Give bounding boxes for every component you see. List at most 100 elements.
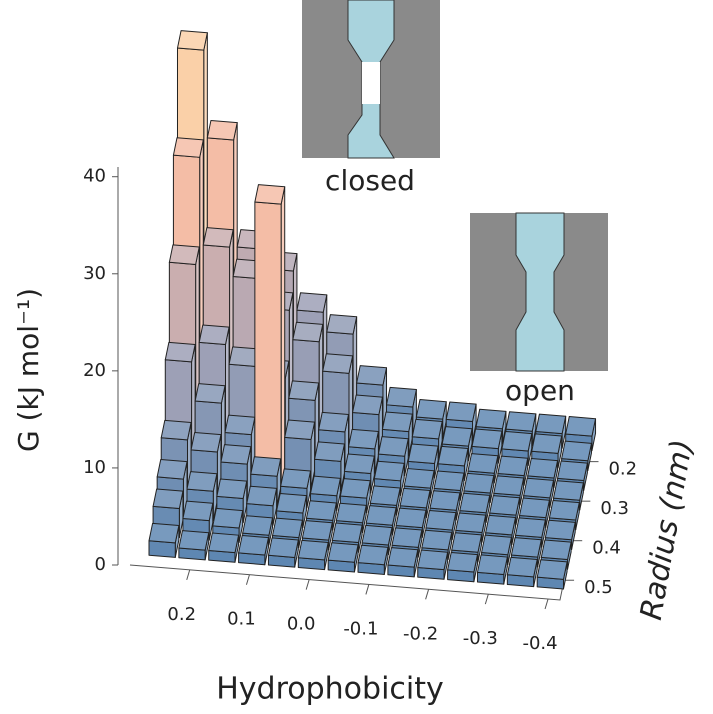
x-tick [365, 584, 370, 595]
bar-face [310, 475, 341, 497]
bar-face [501, 430, 533, 452]
bar [238, 534, 269, 566]
bar [357, 544, 389, 575]
bar-face [475, 408, 507, 430]
bar-face [326, 314, 358, 335]
bar-face [352, 394, 383, 416]
bar-face [429, 490, 461, 511]
bar-face [485, 514, 516, 536]
bar-face [164, 341, 196, 363]
bar-face [156, 459, 188, 480]
bar-face [441, 426, 473, 447]
bar-face [425, 510, 457, 531]
bar-face [493, 475, 525, 496]
bar-face [301, 520, 333, 541]
bar-face [267, 537, 299, 558]
bar [267, 537, 299, 568]
bar-face [489, 495, 521, 516]
bar-face [535, 413, 567, 435]
bar-face [407, 443, 439, 464]
bar-face [381, 411, 413, 433]
bar-face [314, 441, 345, 462]
bar-face [318, 411, 350, 433]
x-tick-label: 0.2 [167, 604, 196, 625]
x-tick [245, 574, 250, 585]
bar-face [327, 542, 359, 563]
bar-face [540, 539, 572, 561]
bar-face [297, 539, 329, 561]
bar-face [172, 137, 204, 158]
x-tick [484, 594, 489, 605]
bar-face [395, 507, 427, 529]
bar-face [190, 431, 222, 453]
z-tick-label: 40 [83, 166, 106, 187]
bar [297, 539, 329, 571]
bar-face [212, 507, 244, 529]
bar-face [505, 411, 537, 432]
bar-face [557, 460, 588, 481]
bar-face [176, 30, 208, 51]
bar-face [459, 492, 491, 514]
bar-face [148, 540, 176, 558]
bar-face [561, 440, 592, 462]
bar-face [246, 485, 278, 507]
bar-face [238, 534, 269, 556]
bar [327, 542, 359, 573]
bar-face [386, 386, 417, 408]
bar-face [322, 353, 354, 374]
bar-face [548, 499, 580, 521]
bar-face [471, 428, 503, 450]
bar-face [182, 500, 214, 522]
bar [447, 551, 478, 583]
y-tick-label: 0.5 [584, 577, 613, 598]
bar-face [206, 119, 238, 141]
bar-face [514, 517, 546, 538]
bar-face [292, 321, 324, 343]
bar-face [417, 549, 449, 571]
bar-face [377, 436, 409, 457]
bar-face [497, 455, 529, 477]
x-tick-label: -0.2 [403, 623, 438, 644]
x-tick [544, 598, 549, 610]
bar-face [254, 201, 282, 487]
bar-face [335, 502, 367, 524]
bar-face [224, 414, 256, 436]
inset-closed [302, 0, 440, 159]
y-tick-label: 0.2 [608, 459, 637, 480]
bar-face [250, 456, 282, 477]
annotation: closed [325, 164, 415, 197]
bar-face [467, 453, 499, 474]
bar-face [421, 529, 453, 551]
bar-face [455, 512, 487, 533]
x-tick [305, 579, 310, 590]
plot: 0 10 20 30 40 0.2 0.1 0.0 -0.1 -0.2 -0.3 -0.4 0.2 0.3… [83, 30, 637, 654]
bar-face [220, 444, 252, 465]
x-tick-label: -0.4 [522, 633, 557, 654]
x-tick-label: -0.3 [463, 628, 498, 649]
bar [417, 549, 449, 580]
bar-face [194, 383, 226, 404]
bar-face [437, 445, 469, 467]
bar-face [481, 534, 512, 556]
bar-face [148, 522, 180, 544]
bar-face [202, 227, 234, 248]
bar-face [519, 497, 550, 519]
bar [387, 547, 419, 578]
z-axis-label: G (kJ mol⁻¹) [12, 288, 45, 452]
bar-face [208, 532, 240, 554]
z-tick-label: 0 [95, 554, 106, 575]
x-axis-label: Hydrophobicity [216, 672, 444, 707]
z-tick-label: 10 [83, 457, 106, 478]
bar-face [399, 487, 431, 509]
z-tick-label: 30 [83, 263, 106, 284]
bar-face [523, 477, 554, 499]
bar-face [168, 244, 200, 265]
y-tick-label: 0.3 [600, 498, 629, 519]
bar [208, 532, 240, 563]
x-tick-label: 0.1 [227, 609, 256, 630]
bar-face [305, 500, 337, 521]
bar-face [331, 522, 363, 544]
bar-face [357, 544, 389, 566]
bar-face [254, 184, 286, 205]
inset-open [470, 212, 608, 372]
